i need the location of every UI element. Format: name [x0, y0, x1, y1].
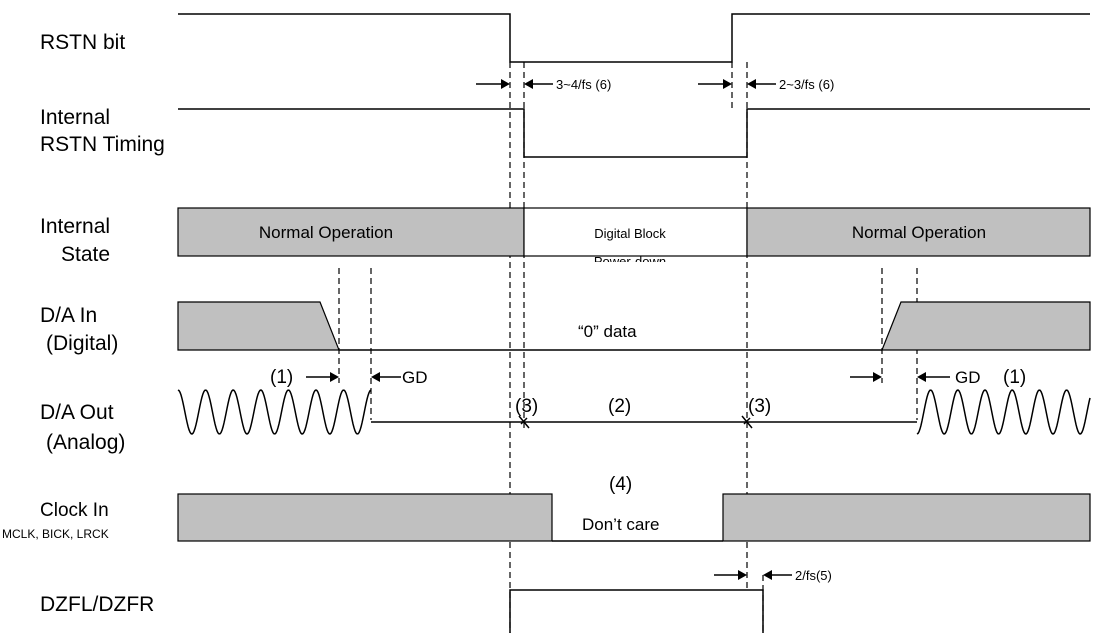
da-in-label-2: (Digital): [46, 332, 118, 355]
da-out-analog-right: [916, 389, 1091, 435]
delay-label-2fs: 2/fs(5): [795, 568, 832, 583]
delay-arrow-2fs: [714, 570, 792, 580]
note-1-left: (1): [270, 367, 293, 388]
da-in-data-left: [177, 301, 340, 351]
state-normal-right: [746, 207, 1091, 257]
note-2: (2): [608, 396, 631, 417]
rstn-bit-label: RSTN bit: [40, 31, 125, 54]
dzf-waveform: [509, 589, 764, 633]
click-marker-left: [518, 415, 530, 429]
state-normal-left-label: Normal Operation: [259, 223, 393, 242]
clock-in-label-1: Clock In: [40, 500, 109, 521]
state-normal-right-label: Normal Operation: [852, 223, 986, 242]
dont-care-label: Don’t care: [582, 515, 659, 534]
note-1-right: (1): [1003, 367, 1026, 388]
da-in-data-right: [881, 301, 1091, 351]
note-3-right: (3): [748, 396, 771, 417]
state-digital-block-label: Digital Block: [594, 226, 666, 241]
note-4: (4): [609, 474, 632, 495]
gd-arrow-right: [850, 372, 950, 382]
da-out-label-2: (Analog): [46, 431, 125, 454]
gd-label-right: GD: [955, 368, 981, 387]
note-3-left: (3): [515, 396, 538, 417]
delay-arrow-2-3fs: [698, 79, 776, 89]
gd-label-left: GD: [402, 368, 428, 387]
internal-rstn-label-2: RSTN Timing: [40, 133, 165, 156]
clock-in-active-right: [722, 493, 1091, 542]
internal-rstn-waveform: [178, 108, 1090, 158]
click-marker-right: [741, 415, 753, 429]
zero-data-label: “0” data: [578, 322, 637, 341]
da-out-analog-left: [177, 389, 372, 435]
internal-state-label-2: State: [61, 243, 110, 266]
da-in-label-1: D/A In: [40, 304, 97, 327]
delay-arrow-3-4fs: [476, 79, 553, 89]
delay-label-2-3fs: 2~3/fs (6): [779, 77, 834, 92]
rstn-bit-waveform: [178, 13, 1090, 63]
da-out-label-1: D/A Out: [40, 401, 114, 424]
internal-rstn-label-1: Internal: [40, 106, 110, 129]
clock-in-active-left: [177, 493, 553, 542]
gd-arrow-left: [306, 372, 401, 382]
state-digital-block-label-cut: Power-down: [594, 254, 666, 269]
internal-state-label-1: Internal: [40, 215, 110, 238]
clock-in-label-2: MCLK, BICK, LRCK: [2, 527, 109, 541]
timing-markers: [338, 62, 918, 633]
delay-label-3-4fs: 3~4/fs (6): [556, 77, 611, 92]
state-digital-block: [523, 207, 748, 257]
dzf-label: DZFL/DZFR: [40, 593, 154, 616]
